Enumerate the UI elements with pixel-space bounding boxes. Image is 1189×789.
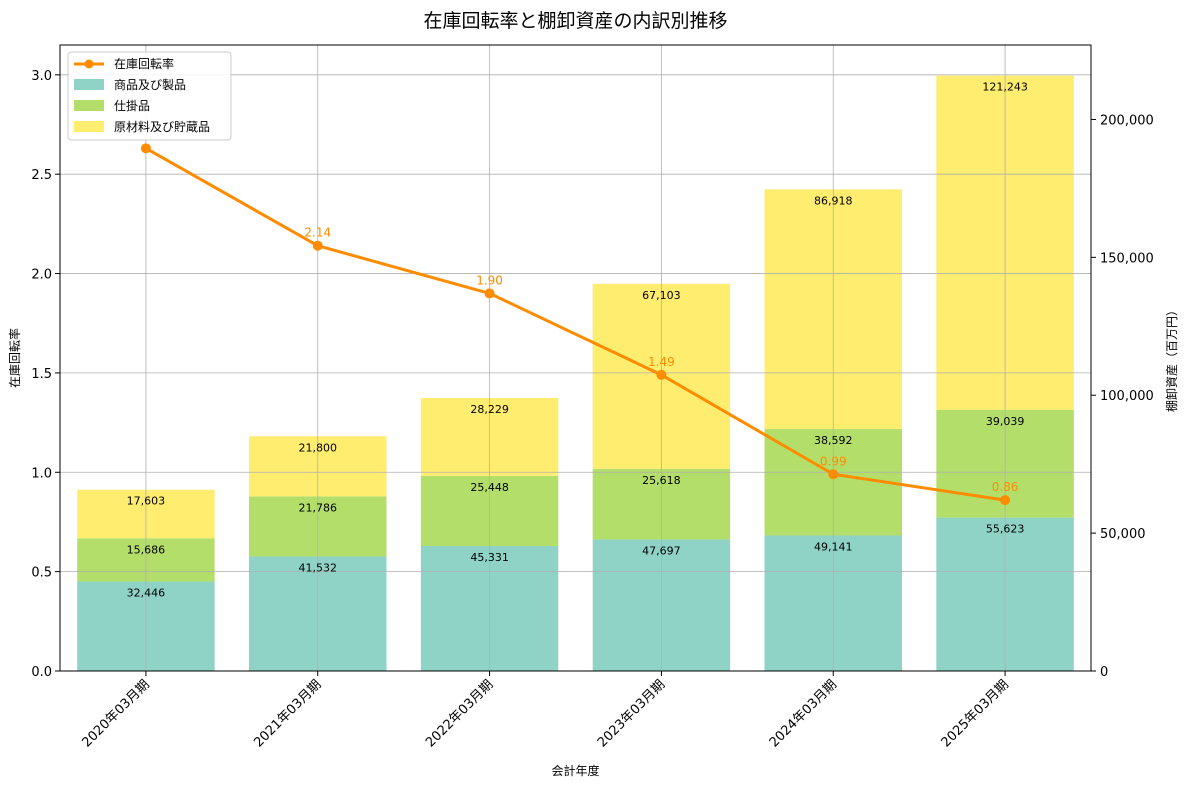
y-right-tick-label-4: 200,000 <box>1100 113 1154 128</box>
bar-label-0-1: 41,532 <box>299 561 338 574</box>
y-axis-right-title: 棚卸資産（百万円） <box>1164 304 1179 412</box>
line-label-2: 1.90 <box>476 273 503 287</box>
legend-label-0: 在庫回転率 <box>114 56 174 71</box>
line-label-4: 0.99 <box>820 454 847 468</box>
line-label-3: 1.49 <box>648 355 675 369</box>
bar-label-1-4: 38,592 <box>814 434 853 447</box>
chart-title: 在庫回転率と棚卸資産の内訳別推移 <box>423 10 727 32</box>
y-axis-left-title: 在庫回転率 <box>7 328 22 388</box>
bar-label-1-2: 25,448 <box>470 481 509 494</box>
bar-label-2-0: 17,603 <box>127 495 166 508</box>
legend-line-marker <box>84 59 94 69</box>
y-right-tick-label-2: 100,000 <box>1100 389 1154 404</box>
legend-label-3: 原材料及び貯蔵品 <box>114 120 210 134</box>
y-left-tick-label-4: 2.0 <box>31 268 52 283</box>
y-left-tick-label-2: 1.0 <box>31 466 52 481</box>
legend-swatch-3 <box>74 121 104 132</box>
legend-swatch-2 <box>74 100 104 111</box>
y-left-tick-label-6: 3.0 <box>31 69 52 84</box>
line-label-5: 0.86 <box>992 480 1019 494</box>
line-point-1 <box>312 240 323 251</box>
bar-label-0-3: 47,697 <box>642 544 681 557</box>
bar-label-2-3: 67,103 <box>642 289 681 302</box>
bar-label-2-2: 28,229 <box>470 403 509 416</box>
line-point-4 <box>828 469 839 480</box>
data-labels: 32,446 15,686 17,603 41,532 21,786 21,800 45,3… <box>127 81 1028 600</box>
y-left-tick-label-5: 2.5 <box>31 168 52 183</box>
line-point-5 <box>1000 495 1011 506</box>
line-point-2 <box>484 288 495 299</box>
bar-label-1-1: 21,786 <box>299 501 338 514</box>
x-axis-title: 会計年度 <box>551 763 599 778</box>
bar-label-2-1: 21,800 <box>299 441 338 454</box>
y-right-tick-label-3: 150,000 <box>1100 251 1154 266</box>
turnover-line <box>140 143 1011 506</box>
legend-label-2: 仕掛品 <box>114 98 150 113</box>
legend-box <box>67 51 232 141</box>
y-right-tick-label-0: 0 <box>1100 665 1108 680</box>
legend-swatch-1 <box>74 79 104 90</box>
bar-label-2-5: 121,243 <box>982 81 1028 94</box>
bar-label-0-2: 45,331 <box>470 551 509 564</box>
bar-label-0-4: 49,141 <box>814 540 853 553</box>
legend-label-1: 商品及び製品 <box>114 77 186 92</box>
line-series-0 <box>145 147 1006 502</box>
plot-frame <box>59 44 1092 672</box>
line-point-3 <box>656 369 667 380</box>
bar-label-2-4: 86,918 <box>814 194 853 207</box>
line-label-1: 2.14 <box>304 226 331 240</box>
bar-label-1-3: 25,618 <box>642 474 681 487</box>
line-point-0 <box>140 143 151 154</box>
y-left-tick-label-3: 1.5 <box>31 367 52 382</box>
y-right-tick-label-1: 50,000 <box>1100 527 1146 542</box>
bar-label-1-5: 39,039 <box>986 415 1025 428</box>
y-left-tick-label-1: 0.5 <box>31 566 52 581</box>
y-left-tick-label-0: 0.0 <box>31 665 52 680</box>
bar-label-0-0: 32,446 <box>127 587 166 600</box>
bar-label-1-0: 15,686 <box>127 543 166 556</box>
bar-label-0-5: 55,623 <box>986 523 1025 536</box>
